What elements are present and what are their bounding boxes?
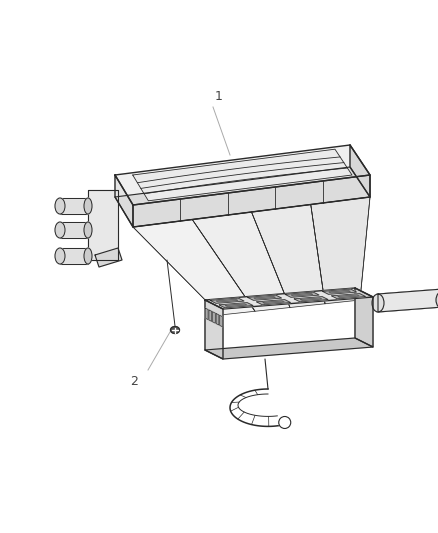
Polygon shape bbox=[205, 300, 223, 359]
Polygon shape bbox=[291, 293, 313, 296]
Text: 1: 1 bbox=[215, 90, 223, 103]
Polygon shape bbox=[323, 289, 357, 294]
Polygon shape bbox=[88, 190, 118, 260]
Polygon shape bbox=[378, 289, 438, 312]
Polygon shape bbox=[332, 294, 366, 299]
Polygon shape bbox=[95, 248, 122, 267]
Polygon shape bbox=[60, 222, 88, 238]
Ellipse shape bbox=[84, 198, 92, 214]
Ellipse shape bbox=[84, 222, 92, 238]
Polygon shape bbox=[247, 295, 282, 300]
Polygon shape bbox=[115, 145, 370, 205]
Polygon shape bbox=[205, 288, 373, 309]
Polygon shape bbox=[210, 298, 244, 303]
Ellipse shape bbox=[372, 294, 384, 312]
Ellipse shape bbox=[279, 416, 291, 429]
Polygon shape bbox=[263, 301, 284, 303]
Polygon shape bbox=[257, 300, 290, 305]
Polygon shape bbox=[329, 290, 350, 293]
Ellipse shape bbox=[84, 248, 92, 264]
Polygon shape bbox=[226, 304, 247, 306]
Polygon shape bbox=[219, 303, 253, 308]
Polygon shape bbox=[133, 149, 352, 201]
Polygon shape bbox=[294, 297, 328, 302]
Text: 2: 2 bbox=[130, 375, 138, 388]
Polygon shape bbox=[205, 308, 208, 319]
Polygon shape bbox=[355, 288, 373, 347]
Polygon shape bbox=[285, 292, 319, 297]
Polygon shape bbox=[115, 175, 133, 227]
Ellipse shape bbox=[436, 291, 438, 309]
Polygon shape bbox=[220, 316, 223, 327]
Polygon shape bbox=[60, 198, 88, 214]
Polygon shape bbox=[209, 310, 212, 321]
Polygon shape bbox=[133, 175, 370, 227]
Ellipse shape bbox=[170, 327, 180, 334]
Polygon shape bbox=[192, 212, 290, 311]
Polygon shape bbox=[338, 295, 359, 297]
Polygon shape bbox=[216, 313, 219, 325]
Polygon shape bbox=[251, 205, 325, 308]
Ellipse shape bbox=[55, 248, 65, 264]
Polygon shape bbox=[212, 312, 215, 323]
Polygon shape bbox=[350, 145, 370, 197]
Polygon shape bbox=[216, 300, 238, 302]
Polygon shape bbox=[133, 220, 255, 315]
Ellipse shape bbox=[55, 198, 65, 214]
Polygon shape bbox=[205, 338, 373, 359]
Polygon shape bbox=[300, 298, 322, 301]
Polygon shape bbox=[311, 197, 370, 304]
Ellipse shape bbox=[55, 222, 65, 238]
Polygon shape bbox=[254, 296, 275, 299]
Polygon shape bbox=[60, 248, 88, 264]
Polygon shape bbox=[115, 167, 370, 227]
